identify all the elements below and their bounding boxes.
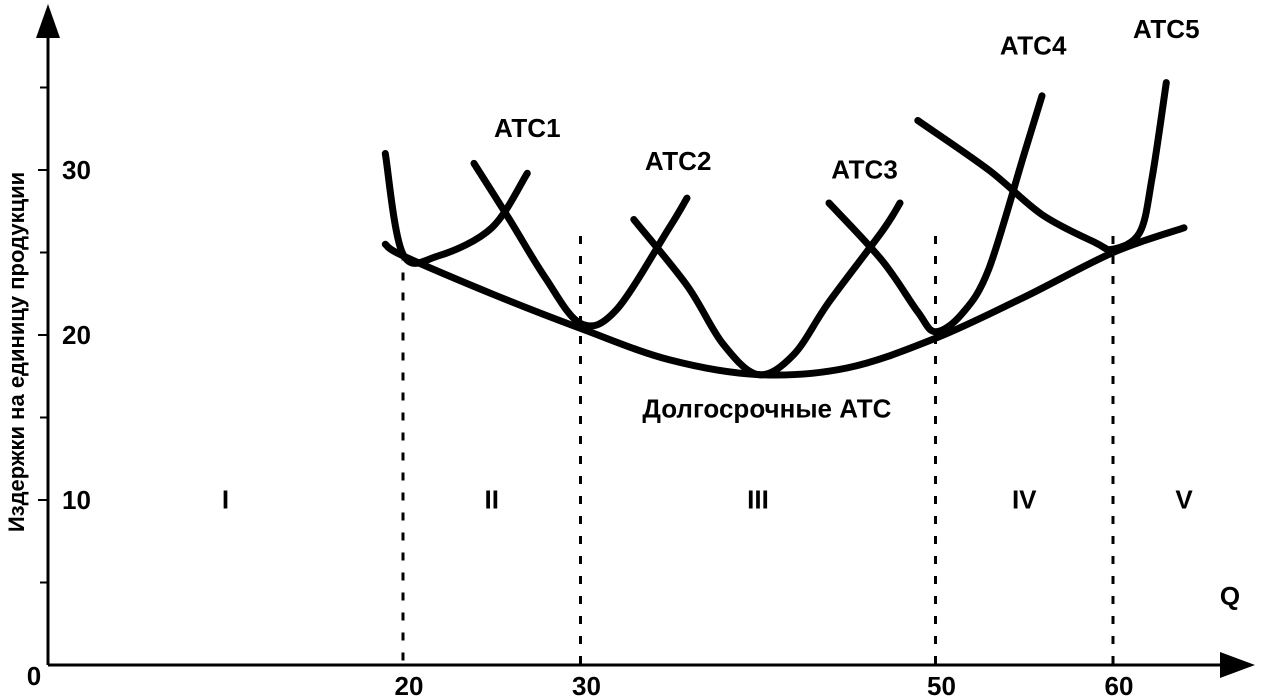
curve-2-атс1 — [470, 159, 691, 330]
region-label-ii: II — [485, 484, 499, 514]
curve-3-атс2 — [630, 199, 904, 379]
series-label-атс4: АТС4 — [1000, 31, 1067, 61]
series-label-долгосрочные-атс: Долгосрочные АТС — [642, 394, 891, 424]
region-label-iii: III — [747, 484, 769, 514]
region-label-iv: IV — [1012, 484, 1037, 514]
axes — [36, 4, 1255, 678]
x-axis-title: Q — [1220, 581, 1240, 611]
y-tick-label-20: 20 — [62, 320, 91, 350]
region-label-i: I — [222, 484, 229, 514]
region-label-v: V — [1175, 484, 1193, 514]
series-label-атс1: АТС1 — [494, 113, 561, 143]
zone-dividers — [401, 236, 1115, 665]
y-tick-label-10: 10 — [62, 485, 91, 515]
cost-curves — [381, 79, 1188, 379]
y-tick-label-30: 30 — [62, 155, 91, 185]
series-label-атс3: АТС3 — [831, 154, 898, 184]
curve-4-атс3 — [825, 92, 1046, 336]
series-label-атс5: АТС5 — [1133, 14, 1200, 44]
axis-ticks: 10 20 30 20 30 50 60 — [38, 86, 1134, 699]
x-tick-label-20: 20 — [395, 671, 424, 699]
labels: Издержки на единицу продукции Q 0 Долгос… — [4, 14, 1240, 691]
x-tick-label-30: 30 — [572, 671, 601, 699]
y-axis-arrow-icon — [36, 4, 60, 38]
origin-label: 0 — [27, 661, 41, 691]
x-axis-arrow-icon — [1220, 652, 1255, 678]
curve-5-атс4 — [914, 79, 1170, 254]
y-axis-title: Издержки на единицу продукции — [4, 172, 29, 532]
series-label-атс2: АТС2 — [645, 146, 712, 176]
x-tick-label-60: 60 — [1105, 671, 1134, 699]
curve-0-долгосрочные-атс — [381, 224, 1188, 379]
x-tick-label-50: 50 — [927, 671, 956, 699]
